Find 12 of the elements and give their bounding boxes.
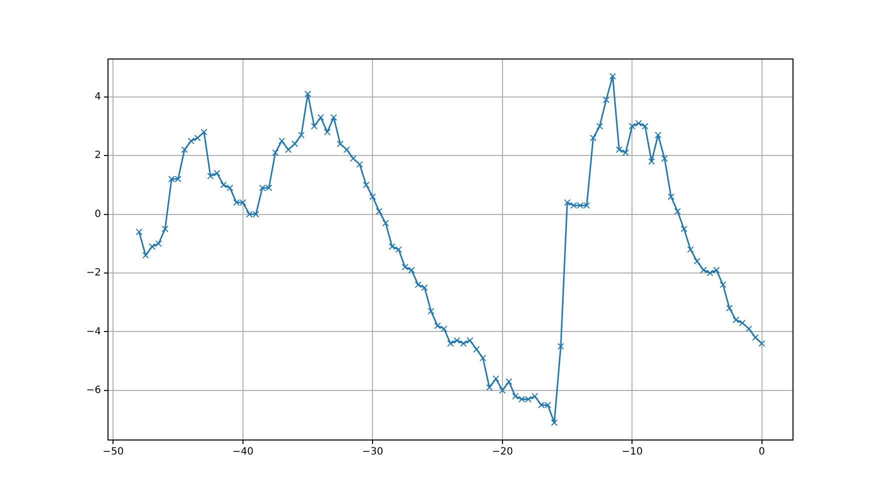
x-tick-label: −10	[622, 446, 643, 458]
y-tick-label: 4	[94, 91, 101, 102]
y-tick-label: −2	[86, 268, 101, 279]
x-tick-label: −30	[362, 446, 384, 458]
x-tick-label: −50	[102, 446, 124, 458]
y-tick-label: −4	[86, 326, 101, 338]
y-tick-label: 2	[94, 150, 101, 162]
y-tick-label: −6	[86, 384, 101, 396]
x-tick-label: 0	[758, 446, 766, 458]
x-tick-label: −40	[232, 446, 254, 458]
x-tick-label: −20	[492, 446, 513, 458]
y-tick-label: 0	[94, 208, 101, 220]
